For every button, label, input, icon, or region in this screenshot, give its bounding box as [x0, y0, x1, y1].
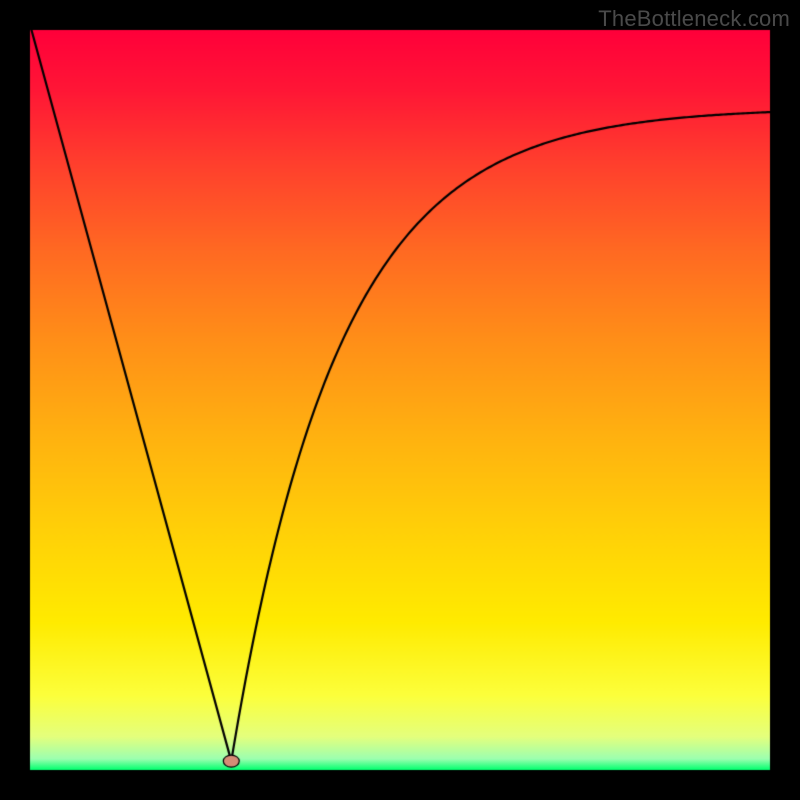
bottleneck-chart: [0, 0, 800, 800]
watermark-text: TheBottleneck.com: [598, 6, 790, 32]
